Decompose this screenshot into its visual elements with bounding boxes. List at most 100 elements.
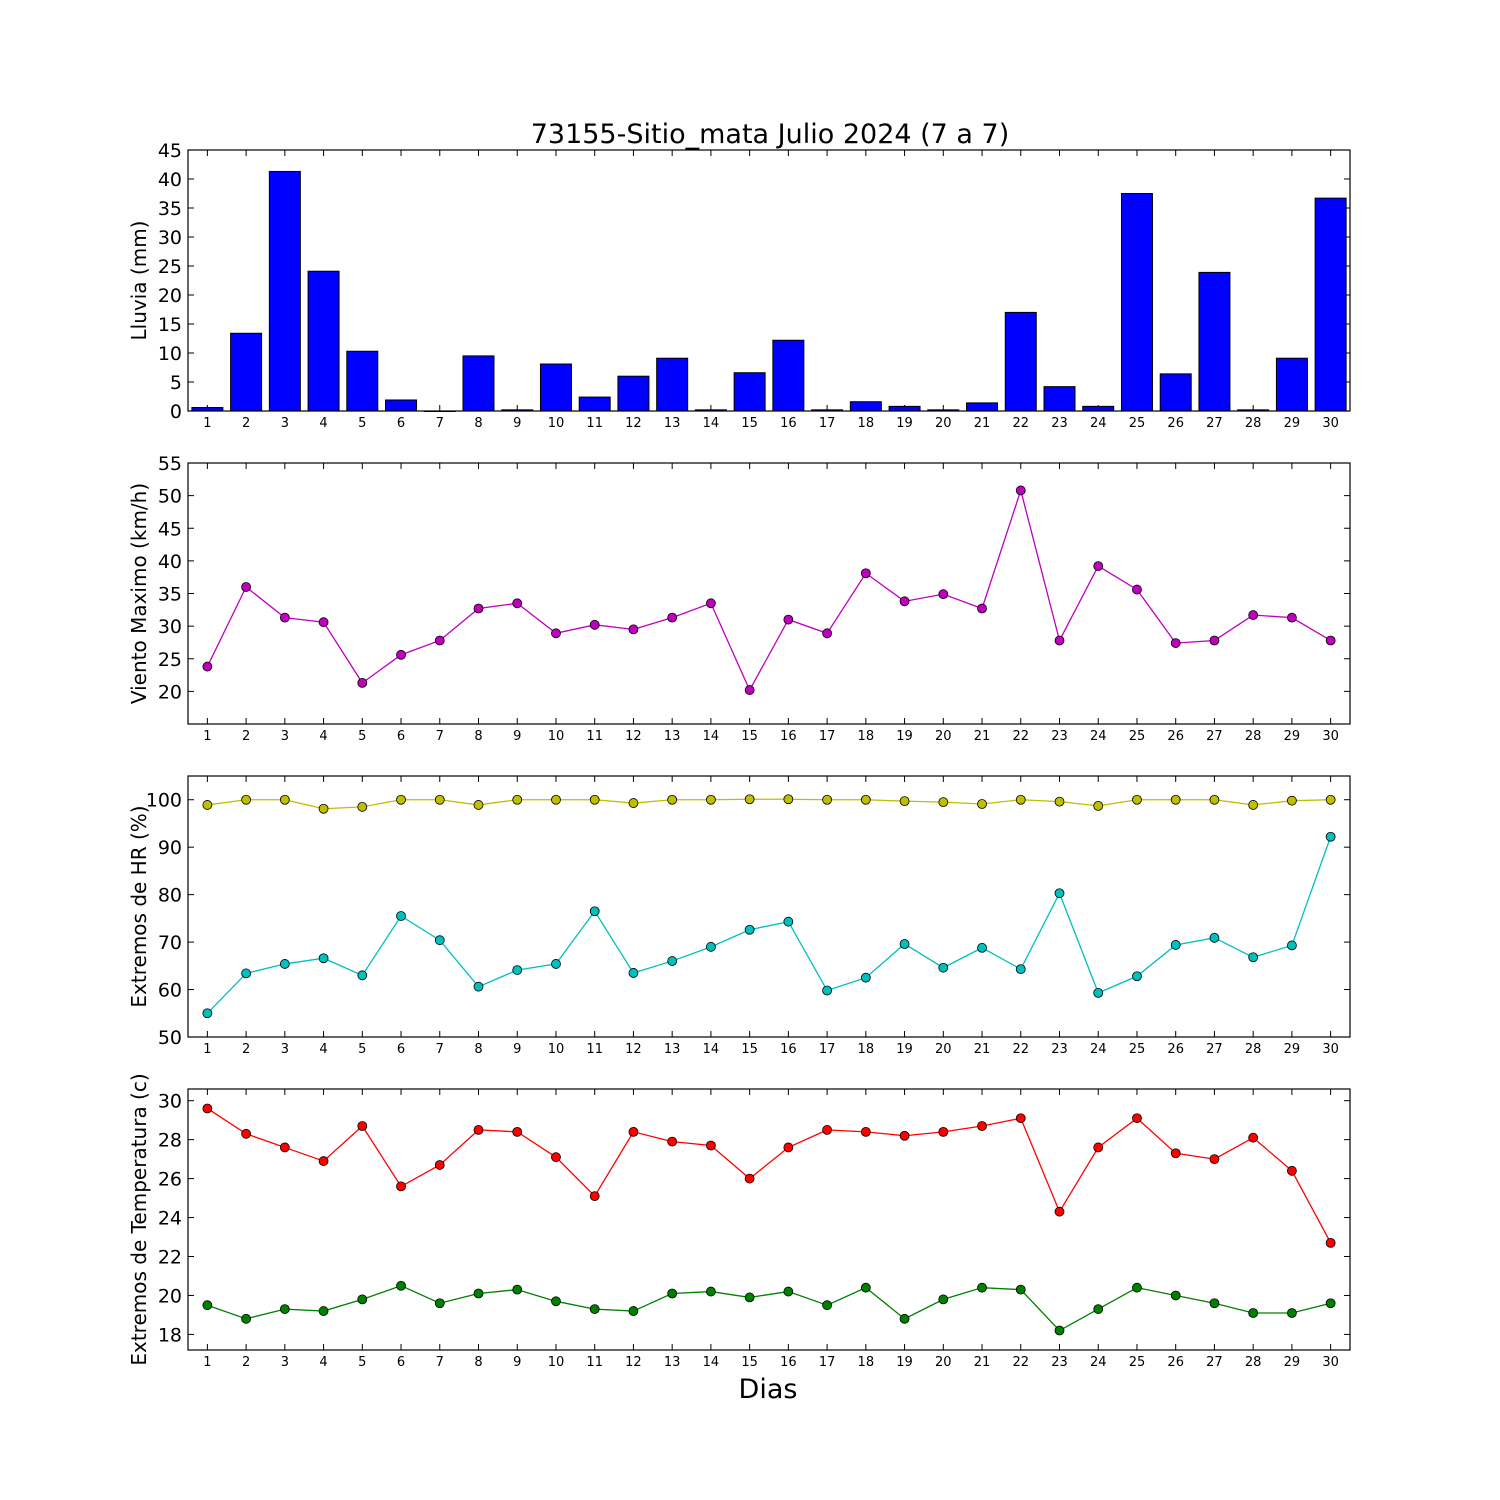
x-tick-label: 21	[974, 729, 991, 744]
x-tick-label: 25	[1129, 1042, 1146, 1057]
x-tick-label: 4	[319, 416, 327, 431]
bar	[733, 372, 766, 412]
data-point	[938, 589, 949, 600]
data-point	[551, 628, 561, 639]
data-point	[744, 685, 755, 695]
data-point	[512, 598, 523, 609]
data-point	[977, 1121, 987, 1131]
data-point	[1248, 610, 1259, 620]
data-point	[357, 677, 368, 688]
x-tick-label: 2	[242, 1355, 250, 1370]
x-tick-label: 24	[1090, 416, 1107, 431]
data-point	[938, 962, 949, 973]
data-point	[1093, 800, 1104, 811]
data-point	[589, 906, 600, 917]
x-tick-label: 26	[1167, 1355, 1184, 1370]
y-tick-label: 18	[158, 1324, 182, 1346]
y-tick-label: 25	[158, 256, 182, 278]
x-tick-label: 6	[397, 416, 405, 431]
x-tick-label: 18	[858, 416, 875, 431]
data-point	[1209, 1298, 1220, 1309]
bar	[462, 355, 495, 412]
data-point	[822, 1125, 832, 1135]
data-point	[744, 924, 755, 935]
x-tick-label: 1	[203, 1355, 211, 1370]
data-point	[744, 794, 755, 805]
x-tick-label: 26	[1167, 729, 1184, 744]
data-point	[899, 939, 910, 949]
bar	[578, 396, 611, 412]
y-tick-label: 35	[158, 198, 182, 220]
data-point	[1054, 635, 1065, 646]
y-tick-label: 50	[158, 486, 182, 508]
bar	[346, 350, 379, 412]
data-point	[434, 635, 445, 646]
y-tick-label: 15	[158, 314, 182, 336]
x-tick-label: 25	[1129, 1355, 1146, 1370]
data-point	[860, 568, 871, 579]
bar	[1198, 271, 1231, 412]
data-point	[899, 796, 910, 807]
y-tick-label: 20	[158, 681, 182, 703]
y-tick-label: 50	[158, 1027, 182, 1049]
x-tick-label: 7	[436, 1042, 444, 1057]
data-point	[1209, 635, 1220, 646]
x-tick-label: 2	[242, 729, 250, 744]
data-point	[1132, 1113, 1142, 1124]
data-point	[241, 1128, 252, 1139]
x-tick-label: 23	[1051, 729, 1068, 744]
data-point	[667, 612, 678, 623]
x-tick-label: 22	[1012, 1355, 1029, 1370]
data-point	[783, 916, 794, 927]
data-point	[628, 624, 639, 635]
x-tick-label: 21	[974, 416, 991, 431]
data-point	[1093, 1142, 1104, 1153]
bar	[1082, 405, 1115, 412]
x-tick-label: 6	[397, 729, 405, 744]
y-tick-label: 100	[146, 790, 182, 812]
data-point	[1093, 1304, 1104, 1314]
x-tick-label: 16	[780, 416, 797, 431]
series-line	[207, 798, 1331, 810]
data-point	[899, 596, 910, 607]
data-point	[706, 1140, 716, 1151]
x-tick-label: 26	[1167, 416, 1184, 431]
data-point	[1248, 1132, 1259, 1143]
data-point	[822, 628, 832, 639]
bar	[1004, 311, 1037, 412]
chart-title: 73155-Sitio_mata Julio 2024 (7 a 7)	[531, 119, 1010, 150]
data-point	[551, 959, 561, 969]
x-tick-label: 30	[1322, 1042, 1339, 1057]
x-tick-label: 15	[741, 1355, 758, 1370]
y-tick-label: 20	[158, 1285, 182, 1307]
data-point	[667, 956, 678, 966]
x-tick-label: 11	[586, 729, 603, 744]
data-point	[822, 1300, 832, 1311]
data-point	[241, 1313, 252, 1324]
data-point	[241, 968, 252, 979]
x-tick-label: 11	[586, 1042, 603, 1057]
data-point	[1093, 987, 1104, 998]
plot-frame	[187, 1088, 1351, 1351]
data-point	[473, 603, 484, 614]
x-tick-label: 16	[780, 1355, 797, 1370]
data-point	[396, 794, 406, 805]
bar	[656, 357, 689, 412]
x-tick-label: 29	[1284, 1042, 1301, 1057]
data-point	[279, 959, 290, 969]
data-point	[1325, 831, 1336, 842]
x-tick-label: 8	[474, 1042, 482, 1057]
x-tick-label: 30	[1322, 1355, 1339, 1370]
data-point	[1287, 1308, 1297, 1318]
data-point	[667, 1136, 678, 1147]
data-point	[318, 1156, 329, 1166]
x-tick-label: 1	[203, 729, 211, 744]
x-tick-label: 22	[1012, 1042, 1029, 1057]
x-tick-label: 23	[1051, 1355, 1068, 1370]
x-tick-label: 24	[1090, 1042, 1107, 1057]
bar	[539, 363, 572, 412]
series-line	[207, 1285, 1331, 1332]
data-point	[822, 794, 832, 805]
